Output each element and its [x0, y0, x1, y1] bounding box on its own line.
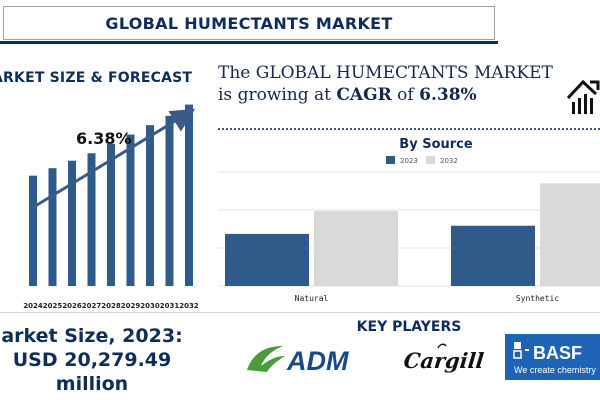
legend-swatch-2023: [386, 156, 395, 164]
forecast-tick-label: 2032: [179, 302, 199, 310]
basf-logo: BASF We create chemistry: [505, 334, 600, 380]
legend-swatch-2032: [426, 156, 435, 164]
forecast-bar-2030: [146, 125, 154, 287]
market-size-line3: million: [55, 373, 129, 395]
cagr-annotation: 6.38%: [76, 129, 132, 148]
forecast-tick-label: 2030: [140, 302, 160, 310]
forecast-tick-label: 2029: [121, 302, 141, 310]
headline-of: of: [391, 85, 420, 105]
forecast-bar-2024: [29, 175, 37, 286]
bar-synthetic-2023: [451, 225, 535, 286]
dotted-divider: [218, 128, 600, 130]
legend-label-2023: 2023: [400, 157, 418, 165]
forecast-bar-2027: [87, 153, 96, 286]
title-banner: GLOBAL HUMECTANTS MARKET: [0, 6, 498, 44]
market-size-summary: arket Size, 2023: USD 20,279.49 million: [0, 324, 197, 396]
category-label: Natural: [295, 294, 329, 303]
forecast-bar-2032: [185, 104, 193, 286]
forecast-bar-chart: 2024 2025 2026 2027 2028 2029 2030 2031 2032 6.3…: [23, 104, 199, 310]
basf-logo-tagline: We create chemistry: [514, 365, 596, 375]
forecast-tick-label: 2031: [160, 302, 180, 310]
growth-arrow: [31, 108, 196, 210]
cagr-headline: The GLOBAL HUMECTANTS MARKET is growing …: [218, 62, 558, 106]
key-players-heading: KEY PLAYERS: [356, 319, 462, 335]
forecast-bar-2029: [126, 134, 135, 286]
bar-natural-2023: [225, 233, 309, 286]
chart-title: By Source: [399, 137, 473, 152]
cargill-logo: Cargill: [404, 343, 485, 373]
forecast-bar-2028: [107, 143, 115, 286]
forecast-heading: ARKET SIZE & FORECAST: [0, 70, 193, 86]
cargill-logo-text: Cargill: [404, 348, 485, 373]
house-growth-icon: [566, 79, 600, 114]
forecast-tick-label: 2024: [23, 302, 43, 310]
market-size-line1: arket Size, 2023:: [1, 325, 183, 347]
by-source-bar-chart: By Source 2023 2032 Natural Synthetic: [218, 137, 600, 303]
bar-synthetic-2032: [540, 183, 600, 286]
adm-logo: ADM: [247, 346, 349, 376]
chart-legend: 2023 2032: [386, 156, 458, 165]
market-size-line2: USD 20,279.49: [12, 349, 172, 371]
forecast-bar-2031: [165, 115, 174, 286]
basf-logo-text: BASF: [533, 343, 582, 363]
forecast-tick-label: 2026: [62, 302, 82, 310]
page-title: GLOBAL HUMECTANTS MARKET: [105, 13, 393, 33]
bar-natural-2032: [314, 211, 398, 286]
forecast-bar-2026: [68, 160, 76, 286]
category-label: Synthetic: [516, 294, 560, 303]
forecast-tick-label: 2028: [101, 302, 121, 310]
headline-cagr-label: CAGR: [336, 85, 392, 105]
forecast-tick-label: 2025: [43, 302, 63, 310]
forecast-bar-2025: [48, 168, 57, 286]
headline-cagr-value: 6.38%: [419, 85, 477, 105]
legend-label-2032: 2032: [440, 157, 458, 165]
section-divider: [0, 312, 600, 313]
headline-text: The GLOBAL HUMECTANTS MARKET is growing …: [218, 63, 553, 105]
forecast-tick-label: 2027: [82, 302, 102, 310]
adm-logo-text: ADM: [286, 346, 349, 376]
